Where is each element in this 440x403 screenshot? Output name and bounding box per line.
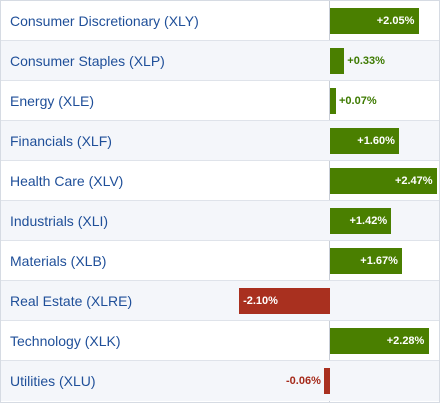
sector-link[interactable]: Technology (XLK) bbox=[10, 333, 121, 349]
change-value: +0.07% bbox=[339, 95, 377, 107]
sector-link[interactable]: Energy (XLE) bbox=[10, 93, 95, 109]
change-bar bbox=[330, 8, 419, 34]
sector-link[interactable]: Health Care (XLV) bbox=[10, 173, 124, 189]
table-row: Technology (XLK) +2.28% bbox=[1, 321, 439, 361]
sector-link[interactable]: Consumer Staples (XLP) bbox=[10, 53, 165, 69]
sector-link[interactable]: Utilities (XLU) bbox=[10, 373, 96, 389]
change-value: +2.05% bbox=[376, 15, 415, 27]
table-row: Energy (XLE) +0.07% bbox=[1, 81, 439, 121]
change-bar bbox=[330, 208, 392, 234]
change-value: +1.42% bbox=[349, 215, 388, 227]
sector-link[interactable]: Industrials (XLI) bbox=[10, 213, 109, 229]
table-row: Utilities (XLU) -0.06% bbox=[1, 361, 439, 401]
change-bar bbox=[330, 128, 400, 154]
change-bar bbox=[324, 368, 330, 394]
change-bar bbox=[330, 248, 403, 274]
change-bar bbox=[330, 328, 429, 354]
sector-link[interactable]: Consumer Discretionary (XLY) bbox=[10, 13, 199, 29]
table-row: Financials (XLF) +1.60% bbox=[1, 121, 439, 161]
change-value: +0.33% bbox=[347, 55, 385, 67]
change-bar bbox=[330, 168, 437, 194]
change-value: +1.60% bbox=[357, 135, 395, 147]
change-value: +1.67% bbox=[360, 255, 398, 267]
table-row: Consumer Staples (XLP) +0.33% bbox=[1, 41, 439, 81]
change-bar bbox=[239, 288, 330, 314]
table-row: Real Estate (XLRE) -2.10% bbox=[1, 281, 439, 321]
change-value: +2.47% bbox=[394, 175, 433, 187]
table-row: Industrials (XLI) +1.42% bbox=[1, 201, 439, 241]
table-row: Consumer Discretionary (XLY) +2.05% bbox=[1, 1, 439, 41]
table-row: Health Care (XLV) +2.47% bbox=[1, 161, 439, 201]
change-value: +2.28% bbox=[386, 335, 425, 347]
change-value: -2.10% bbox=[243, 295, 278, 307]
change-bar bbox=[330, 88, 336, 114]
change-value: -0.06% bbox=[286, 375, 321, 387]
sector-link[interactable]: Real Estate (XLRE) bbox=[10, 293, 133, 309]
table-row: Materials (XLB) +1.67% bbox=[1, 241, 439, 281]
sector-link[interactable]: Materials (XLB) bbox=[10, 253, 107, 269]
sector-link[interactable]: Financials (XLF) bbox=[10, 133, 112, 149]
change-bar bbox=[330, 48, 345, 74]
